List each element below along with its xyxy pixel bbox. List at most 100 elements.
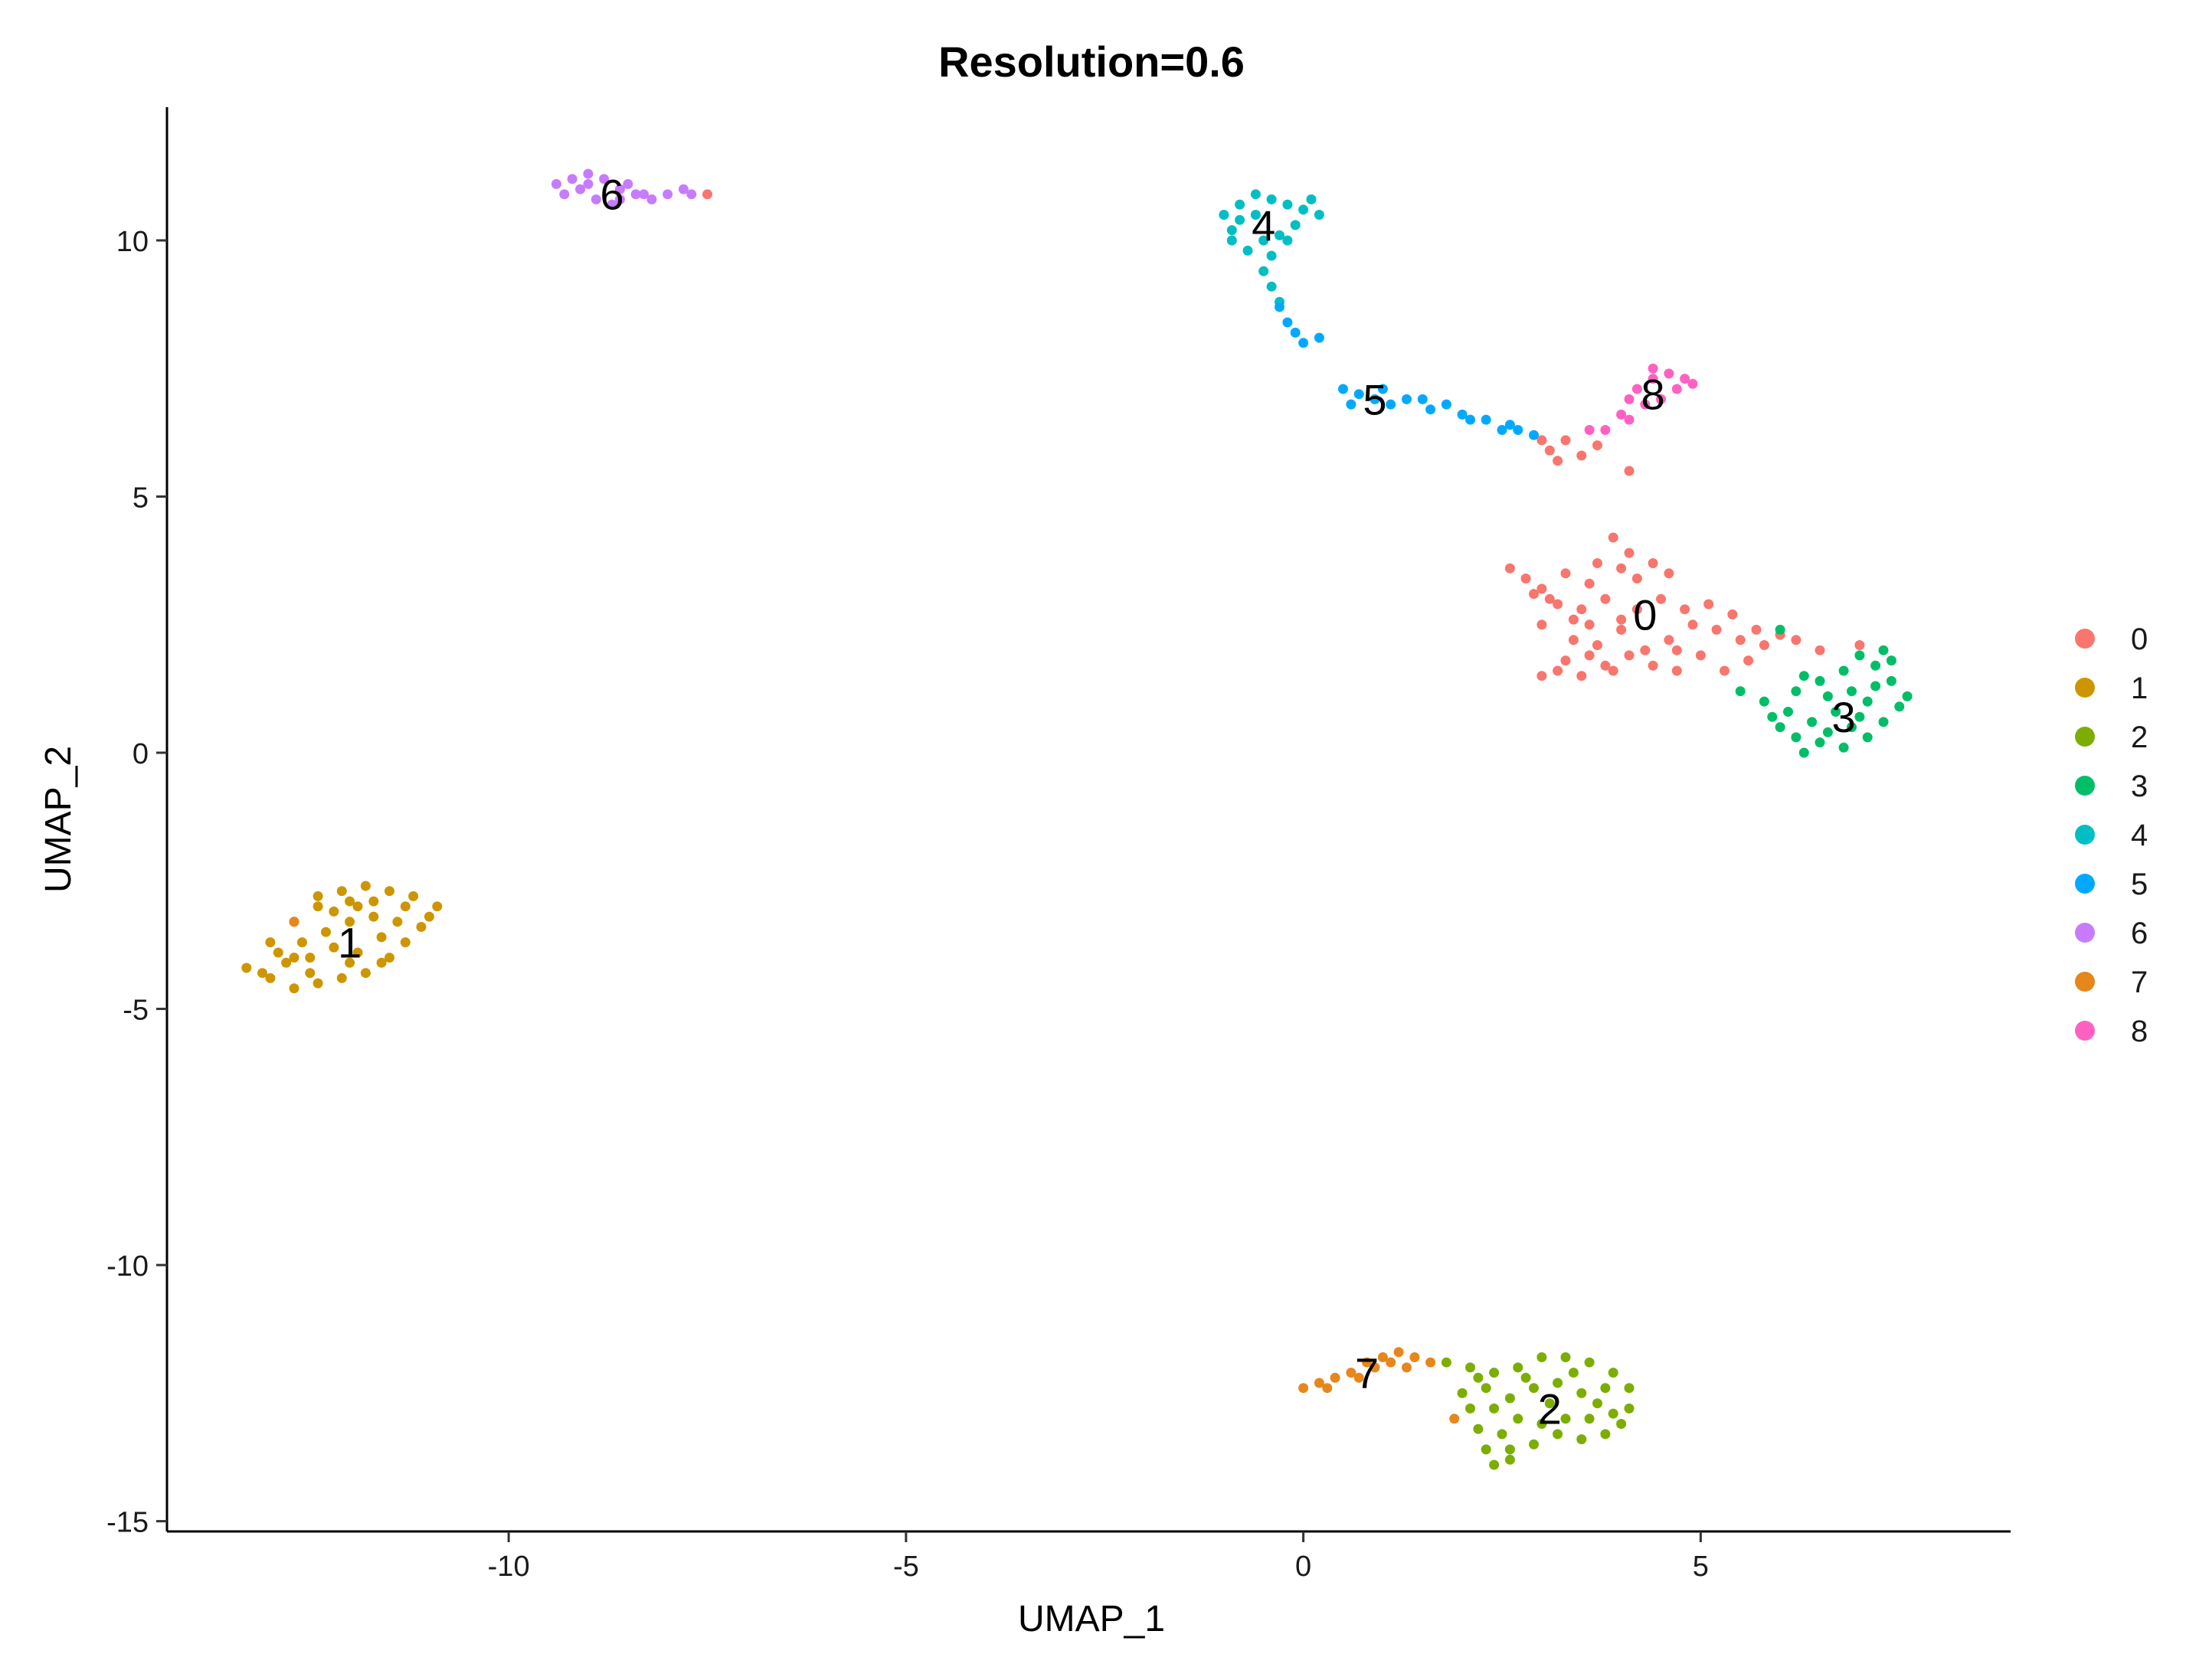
points-layer: [241, 168, 1913, 1470]
point-cluster-2: [1600, 1383, 1611, 1394]
point-cluster-7: [1353, 1372, 1364, 1383]
point-cluster-6: [639, 189, 649, 200]
point-cluster-6: [567, 174, 578, 185]
y-tick-label: -5: [123, 995, 149, 1027]
legend-swatch-2: [2075, 727, 2095, 747]
point-cluster-6: [551, 178, 561, 189]
point-cluster-3: [1822, 727, 1833, 737]
point-cluster-0: [1576, 671, 1587, 681]
point-cluster-3: [1854, 650, 1865, 661]
point-cluster-7: [1314, 1378, 1324, 1388]
point-cluster-6: [583, 168, 594, 179]
point-cluster-0: [1560, 435, 1571, 446]
point-cluster-4: [1275, 230, 1284, 240]
cluster-7-points: [289, 917, 1460, 1424]
point-cluster-0: [1640, 645, 1651, 655]
legend-swatch-4: [2075, 825, 2095, 845]
point-cluster-1: [360, 881, 371, 891]
point-cluster-6: [591, 194, 601, 204]
point-cluster-1: [368, 896, 379, 907]
legend: 0 1 2 3 4 5 6 7 8: [2075, 623, 2148, 1048]
point-cluster-0: [1576, 604, 1587, 615]
point-cluster-3: [1831, 707, 1841, 717]
x-tick-label: -10: [488, 1551, 530, 1583]
point-cluster-0: [1544, 593, 1555, 604]
legend-label-3: 3: [2131, 770, 2148, 803]
point-cluster-2: [1608, 1368, 1618, 1378]
point-cluster-2: [1553, 1378, 1563, 1388]
legend-swatch-7: [2075, 972, 2095, 992]
point-cluster-0: [1735, 635, 1746, 646]
point-cluster-2: [1584, 1414, 1595, 1424]
point-cluster-0: [1616, 624, 1627, 635]
point-cluster-1: [345, 917, 355, 927]
point-cluster-0: [1592, 640, 1602, 650]
point-cluster-0: [1608, 532, 1618, 543]
point-cluster-5: [1353, 389, 1364, 400]
point-cluster-3: [1886, 675, 1896, 686]
point-cluster-5: [1370, 394, 1380, 404]
point-cluster-0: [1592, 558, 1602, 568]
point-cluster-0: [1687, 619, 1698, 630]
point-cluster-0: [1631, 574, 1642, 583]
point-cluster-3: [1870, 660, 1881, 671]
point-cluster-0: [1854, 640, 1865, 650]
point-cluster-6: [614, 194, 625, 204]
point-cluster-2: [1560, 1414, 1571, 1424]
x-tick-label: 0: [1295, 1551, 1311, 1583]
legend-swatch-5: [2075, 874, 2095, 894]
point-cluster-8: [1680, 374, 1690, 384]
point-cluster-3: [1791, 686, 1801, 697]
point-cluster-1: [345, 896, 355, 907]
point-cluster-3: [1791, 732, 1801, 743]
point-cluster-0: [1568, 614, 1579, 625]
point-cluster-8: [1624, 394, 1635, 404]
point-cluster-2: [1536, 1419, 1547, 1429]
point-cluster-0: [1576, 450, 1587, 461]
point-cluster-3: [1783, 707, 1793, 717]
point-cluster-3: [1847, 722, 1857, 733]
point-cluster-6: [614, 184, 625, 194]
point-cluster-3: [1822, 691, 1833, 701]
point-cluster-3: [1767, 711, 1778, 722]
point-cluster-0: [1520, 574, 1531, 583]
point-cluster-3: [1847, 686, 1857, 697]
point-cluster-4: [1250, 210, 1261, 220]
point-cluster-2: [1481, 1444, 1491, 1455]
point-cluster-1: [424, 911, 434, 922]
point-cluster-6: [630, 189, 641, 200]
point-cluster-8: [1648, 374, 1658, 384]
point-cluster-3: [1862, 696, 1873, 707]
y-tick-label: -10: [106, 1250, 149, 1283]
point-cluster-2: [1529, 1439, 1539, 1450]
point-cluster-2: [1513, 1414, 1523, 1424]
cluster-label-6: 6: [600, 171, 623, 219]
point-cluster-0: [1536, 435, 1547, 446]
y-tick-label: -15: [106, 1507, 149, 1539]
legend-label-6: 6: [2131, 917, 2148, 950]
point-cluster-0: [1600, 593, 1611, 604]
point-cluster-0: [1584, 578, 1595, 589]
point-cluster-5: [1290, 327, 1301, 338]
point-cluster-1: [305, 968, 316, 979]
point-cluster-4: [1242, 245, 1253, 256]
y-tick-label: 10: [116, 226, 149, 258]
cluster-4-points: [1219, 189, 1324, 307]
point-cluster-5: [1504, 420, 1515, 430]
point-cluster-4: [1266, 250, 1277, 261]
point-cluster-8: [1664, 368, 1674, 379]
cluster-label-4: 4: [1252, 201, 1275, 250]
point-cluster-2: [1536, 1352, 1547, 1362]
point-cluster-7: [1346, 1368, 1356, 1378]
point-cluster-1: [289, 983, 299, 994]
point-cluster-0: [1584, 650, 1595, 661]
point-cluster-5: [1338, 384, 1348, 394]
point-cluster-4: [1235, 214, 1245, 225]
point-cluster-5: [1529, 430, 1539, 440]
point-cluster-1: [408, 891, 419, 901]
point-cluster-1: [360, 968, 371, 979]
point-cluster-4: [1266, 194, 1277, 204]
point-cluster-3: [1870, 681, 1881, 691]
point-cluster-3: [1902, 691, 1913, 701]
